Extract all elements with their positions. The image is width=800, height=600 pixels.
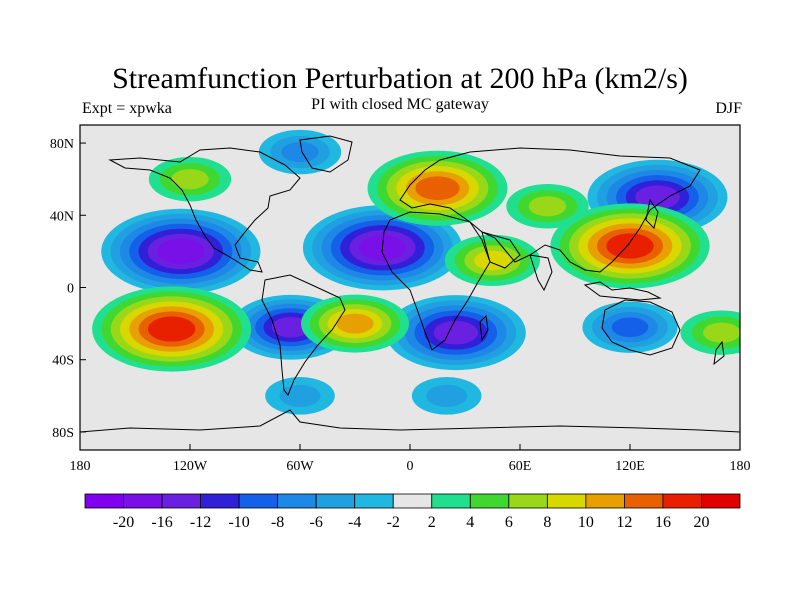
colorbar-swatch [84,493,124,509]
field-anomaly-3 [385,295,526,371]
map-title: Streamfunction Perturbation at 200 hPa (… [112,62,688,95]
map-panel: 180 120W 60W 0 60E 120E 180 80N 40N 0 40S 80S [50,124,751,474]
colorbar-label: -2 [387,514,400,531]
contour-shell [702,322,740,343]
field-anomaly-10 [550,203,710,289]
colorbar-label: -16 [151,514,172,531]
experiment-label: Expt = xpwka [82,100,172,117]
colorbar-swatch [200,493,240,509]
field-anomaly-15 [506,184,589,229]
contour-shell [433,320,479,345]
contour-shell [157,238,205,265]
colorbar-label: 6 [505,514,513,531]
y-tick-label: 40S [52,354,74,369]
colorbar-swatch [624,493,664,509]
colorbar-swatch [277,493,317,509]
y-tick-label: 40N [50,209,74,224]
colorbar-swatch [354,493,394,509]
colorbar-swatch [585,493,625,509]
y-tick-label: 80S [52,426,74,441]
contour-shell [279,384,321,407]
coastline-north-america [108,147,301,273]
colorbar-label: -20 [113,514,134,531]
colorbar-label: -8 [271,514,284,531]
contour-shell [426,384,468,407]
coastlines [80,135,740,433]
colorbar-swatch [469,493,510,509]
colorbar-label: -6 [310,514,323,531]
field-anomaly-0 [101,208,261,294]
coastline-new-zealand [713,340,725,366]
colorbar-label: 16 [655,514,671,531]
contour-shell [336,313,374,334]
colorbar-label: 4 [466,514,474,531]
coastline-indonesia [583,281,662,301]
field-anomaly-16 [680,310,740,355]
field-anomaly-8 [265,377,335,415]
colorbar-label: 10 [578,514,594,531]
coastline-japan [645,198,659,229]
x-tick-label: 180 [70,459,91,474]
colorbar: -20 -16 -12 -10 -8 -6 -4 -2 2 4 6 8 10 12 16 20 [84,493,741,531]
coastline-australia [601,299,681,356]
x-tick-label: 120W [173,459,208,474]
colorbar-label: 12 [616,514,632,531]
colorbar-swatch [161,493,201,509]
colorbar-swatch [315,493,356,509]
coastline-africa [381,211,491,351]
contour-shell [271,316,310,338]
x-tick-label: 180 [730,459,751,474]
colorbar-swatch [662,493,702,509]
contour-shell [148,316,196,342]
field-anomaly-14 [148,156,232,202]
coastline-south-america [261,274,346,396]
field-anomaly-7 [411,377,482,415]
y-tick-label: 80N [50,137,74,152]
field-anomaly-6 [258,129,342,175]
contour-shell [415,176,460,201]
coastline-arabia [481,231,521,269]
contour-shell [528,196,567,217]
x-tick-label: 0 [407,459,414,474]
colorbar-label: -10 [228,514,249,531]
colorbar-swatch [123,493,163,509]
colorbar-swatch [546,493,587,509]
coastline-antarctica [80,409,740,433]
colorbar-label: -4 [348,514,361,531]
contour-shell [635,185,680,210]
colorbar-swatch [508,493,548,509]
contour-shell [611,317,649,338]
colorbar-label: 2 [428,514,436,531]
contour-shell [281,142,319,163]
field-anomaly-12 [444,234,541,287]
field-anomaly-9 [92,286,252,372]
colorbar-swatch [701,493,741,509]
contour-shell [606,233,654,259]
colorbar-label: 8 [543,514,551,531]
coastline-madagascar [479,314,489,342]
y-axis-ticks: 80N 40N 0 40S 80S [50,137,86,441]
coastline-india [529,254,553,292]
colorbar-swatch [431,493,471,509]
x-axis-ticks: 180 120W 60W 0 60E 120E 180 [70,444,751,474]
x-tick-label: 60E [509,459,532,474]
field-anomaly-5 [582,301,678,353]
x-tick-label: 120E [615,459,645,474]
contour-shell [171,169,209,190]
contour-shell [474,250,511,271]
map-subtitle: PI with closed MC gateway [311,96,489,113]
field-anomaly-13 [301,294,409,353]
colorbar-label: 20 [693,514,709,531]
y-tick-label: 0 [67,282,74,297]
x-tick-label: 60W [286,459,314,474]
colorbar-swatch [392,493,433,509]
season-label: DJF [715,100,742,117]
colorbar-swatch [238,493,279,509]
coastline-greenland [299,135,353,173]
colorbar-label: -12 [190,514,211,531]
